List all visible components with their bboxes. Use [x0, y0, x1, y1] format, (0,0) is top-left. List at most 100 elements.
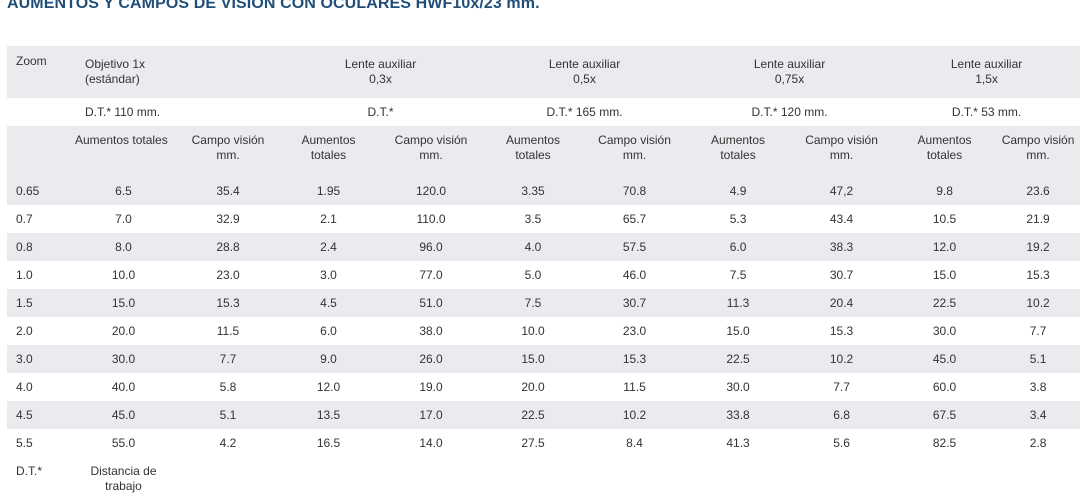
campo-cell: 38.0	[379, 317, 484, 345]
campo-header: Campo visión mm.	[996, 126, 1081, 177]
campo-cell: 23.0	[178, 261, 278, 289]
table-row: 2.0 20.0 11.5 6.0 38.0 10.0 23.0 15.0 15.3 30.0 7.…	[7, 317, 1081, 345]
campo-cell: 23.0	[583, 317, 687, 345]
campo-cell: 47,2	[790, 177, 894, 205]
campo-cell: 110.0	[379, 205, 484, 233]
aumentos-cell: 11.3	[686, 289, 791, 317]
campo-cell: 7.7	[790, 373, 894, 401]
campo-cell: 15.3	[178, 289, 278, 317]
aumentos-cell: 9.0	[278, 345, 379, 373]
zoom-cell: 4.5	[7, 401, 69, 429]
aumentos-cell: 22.5	[893, 289, 997, 317]
aumentos-cell: 16.5	[278, 429, 379, 457]
campo-cell: 7.7	[996, 317, 1081, 345]
campo-cell: 5.8	[178, 373, 278, 401]
aumentos-cell: 6.5	[69, 177, 178, 205]
table-row: 1.5 15.0 15.3 4.5 51.0 7.5 30.7 11.3 20.4 22.5 10.…	[7, 289, 1081, 317]
campo-header: Campo visión mm.	[178, 126, 278, 177]
aumentos-cell: 4.9	[686, 177, 791, 205]
table-row: 0.65 6.5 35.4 1.95 120.0 3.35 70.8 4.9 47,2 9.8 23…	[7, 177, 1081, 205]
campo-cell: 10.2	[583, 401, 687, 429]
lens-header-aux-075: Lente auxiliar 0,75x	[686, 46, 894, 98]
aumentos-cell: 22.5	[483, 401, 584, 429]
aumentos-cell: 45.0	[893, 345, 997, 373]
campo-cell: 14.0	[379, 429, 484, 457]
campo-header: Campo visión mm.	[790, 126, 894, 177]
table-row: 0.8 8.0 28.8 2.4 96.0 4.0 57.5 6.0 38.3 12.0 19.2	[7, 233, 1081, 261]
aumentos-cell: 33.8	[686, 401, 791, 429]
aumentos-cell: 15.0	[483, 345, 584, 373]
campo-cell: 26.0	[379, 345, 484, 373]
campo-cell: 8.4	[583, 429, 687, 457]
campo-cell: 28.8	[178, 233, 278, 261]
aumentos-header: Aumentos totales	[69, 126, 178, 177]
aumentos-cell: 20.0	[69, 317, 178, 345]
zoom-cell: 0.7	[7, 205, 69, 233]
lens-header-aux-03: Lente auxiliar 0,3x	[278, 46, 484, 98]
table-row: 4.0 40.0 5.8 12.0 19.0 20.0 11.5 30.0 7.7 60.0 3.8	[7, 373, 1081, 401]
aumentos-header: Aumentos totales	[893, 126, 997, 177]
campo-cell: 43.4	[790, 205, 894, 233]
aumentos-cell: 13.5	[278, 401, 379, 429]
campo-cell: 46.0	[583, 261, 687, 289]
zoom-cell: 0.65	[7, 177, 69, 205]
aumentos-cell: 45.0	[69, 401, 178, 429]
campo-cell: 7.7	[178, 345, 278, 373]
campo-cell: 3.4	[996, 401, 1081, 429]
footnote-text: Distancia de trabajo	[69, 457, 178, 502]
aumentos-cell: 10.0	[483, 317, 584, 345]
campo-cell: 5.1	[178, 401, 278, 429]
table-row: 4.5 45.0 5.1 13.5 17.0 22.5 10.2 33.8 6.8 67.5 3.4	[7, 401, 1081, 429]
aumentos-cell: 82.5	[893, 429, 997, 457]
campo-cell: 17.0	[379, 401, 484, 429]
aumentos-cell: 22.5	[686, 345, 791, 373]
campo-cell: 10.2	[790, 345, 894, 373]
lens-header-aux-15: Lente auxiliar 1,5x	[893, 46, 1081, 98]
working-distance-aux-05: D.T.* 165 mm.	[483, 98, 687, 126]
zoom-cell: 1.0	[7, 261, 69, 289]
lens-header-objetivo: Objetivo 1x (estándar)	[69, 46, 278, 98]
campo-cell: 4.2	[178, 429, 278, 457]
campo-header: Campo visión mm.	[379, 126, 484, 177]
campo-cell: 19.2	[996, 233, 1081, 261]
table-row: 0.7 7.0 32.9 2.1 110.0 3.5 65.7 5.3 43.4 10.5 21.9	[7, 205, 1081, 233]
table-row: 1.0 10.0 23.0 3.0 77.0 5.0 46.0 7.5 30.7 15.0 15.3	[7, 261, 1081, 289]
campo-cell: 19.0	[379, 373, 484, 401]
zoom-header: Zoom	[7, 46, 69, 98]
aumentos-cell: 20.0	[483, 373, 584, 401]
aumentos-cell: 5.0	[483, 261, 584, 289]
campo-cell: 38.3	[790, 233, 894, 261]
aumentos-cell: 55.0	[69, 429, 178, 457]
aumentos-cell: 3.5	[483, 205, 584, 233]
aumentos-cell: 10.5	[893, 205, 997, 233]
working-distance-aux-03: D.T.*	[278, 98, 484, 126]
zoom-cell: 4.0	[7, 373, 69, 401]
working-distance-aux-075: D.T.* 120 mm.	[686, 98, 894, 126]
campo-cell: 96.0	[379, 233, 484, 261]
campo-cell: 2.8	[996, 429, 1081, 457]
footnote-row: D.T.* Distancia de trabajo	[7, 457, 1081, 502]
page-title: AUMENTOS Y CAMPOS DE VISION CON OCULARES…	[7, 0, 540, 12]
aumentos-cell: 30.0	[893, 317, 997, 345]
table-body: 0.65 6.5 35.4 1.95 120.0 3.35 70.8 4.9 47,2 9.8 23…	[7, 177, 1081, 457]
campo-cell: 65.7	[583, 205, 687, 233]
campo-cell: 11.5	[583, 373, 687, 401]
campo-cell: 32.9	[178, 205, 278, 233]
zoom-cell: 2.0	[7, 317, 69, 345]
aumentos-cell: 30.0	[69, 345, 178, 373]
working-distance-row: D.T.* 110 mm. D.T.* D.T.* 165 mm. D.T.* …	[7, 98, 1081, 126]
campo-cell: 120.0	[379, 177, 484, 205]
table-row: 5.5 55.0 4.2 16.5 14.0 27.5 8.4 41.3 5.6 82.5 2.8	[7, 429, 1081, 457]
campo-cell: 5.6	[790, 429, 894, 457]
campo-cell: 10.2	[996, 289, 1081, 317]
aumentos-cell: 12.0	[893, 233, 997, 261]
aumentos-cell: 6.0	[278, 317, 379, 345]
working-distance-aux-15: D.T.* 53 mm.	[893, 98, 1081, 126]
aumentos-cell: 60.0	[893, 373, 997, 401]
campo-cell: 30.7	[790, 261, 894, 289]
campo-cell: 15.3	[996, 261, 1081, 289]
aumentos-cell: 3.35	[483, 177, 584, 205]
aumentos-header: Aumentos totales	[278, 126, 379, 177]
aumentos-cell: 67.5	[893, 401, 997, 429]
aumentos-cell: 4.0	[483, 233, 584, 261]
